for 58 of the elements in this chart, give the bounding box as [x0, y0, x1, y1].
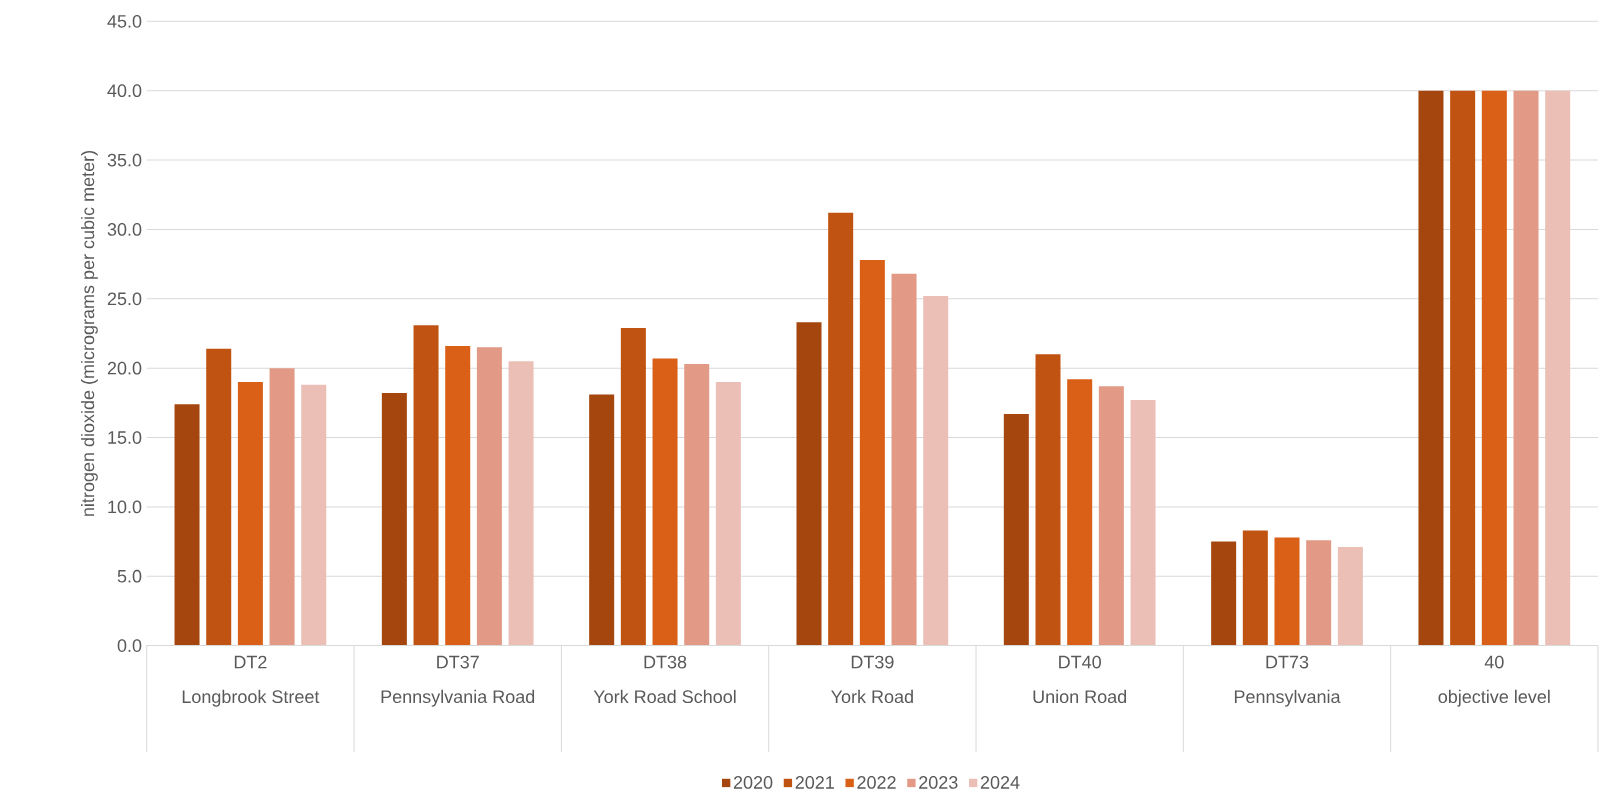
- y-tick-label: 25.0: [107, 292, 142, 305]
- bar: [684, 363, 710, 646]
- y-tick-label: 45.0: [107, 14, 142, 28]
- y-tick-label: 30.0: [107, 222, 142, 236]
- legend-label: 2023: [919, 775, 958, 789]
- y-tick-label: 20.0: [107, 361, 142, 375]
- x-tick-label: DT40 Union Road: [1033, 655, 1127, 703]
- bar: [476, 347, 502, 646]
- bar: [269, 368, 295, 646]
- bar: [1545, 90, 1571, 646]
- x-tick-label: DT38 York Road School: [593, 655, 736, 703]
- bar: [1242, 530, 1268, 646]
- bar: [1306, 540, 1332, 646]
- bar: [237, 381, 263, 646]
- bar: [828, 212, 854, 646]
- bar: [796, 322, 822, 646]
- y-tick-label: 10.0: [108, 500, 142, 514]
- bar: [1003, 413, 1029, 646]
- y-axis-title: nitrogen dioxide (micrograms per cubic meter): [81, 150, 98, 516]
- bar: [620, 327, 646, 646]
- x-tick-label: 40 objective level: [1438, 655, 1550, 707]
- bar: [445, 345, 471, 646]
- bar: [508, 361, 534, 646]
- x-tick-label: DT73 Pennsylvania: [1234, 655, 1341, 707]
- bar: [1418, 90, 1444, 646]
- bar: [1481, 90, 1507, 646]
- bar: [1130, 399, 1156, 646]
- bar: [1098, 386, 1124, 646]
- y-tick-label: 35.0: [107, 153, 142, 167]
- legend-label: 2024: [980, 775, 1020, 789]
- y-tick-label: 5.0: [117, 569, 142, 583]
- legend-label: 2021: [795, 775, 834, 789]
- bar: [1274, 537, 1300, 646]
- bar: [1035, 354, 1061, 646]
- bar: [652, 358, 678, 646]
- legend-label: 2022: [857, 775, 896, 789]
- y-tick-label: 0.0: [117, 639, 142, 652]
- y-tick-label: 40.0: [107, 84, 142, 97]
- bar: [174, 404, 200, 646]
- bar: [381, 392, 407, 646]
- bar: [1211, 541, 1237, 646]
- bar: [1337, 546, 1363, 646]
- bar: [715, 381, 741, 646]
- bar: [301, 384, 327, 646]
- legend-label: 2020: [733, 775, 773, 789]
- bar: [1067, 379, 1093, 646]
- bar: [891, 273, 917, 646]
- bar: [923, 295, 949, 646]
- x-tick-label: DT39 York Road: [831, 655, 913, 703]
- bar: [1450, 90, 1476, 646]
- y-tick-label: 15.0: [108, 430, 142, 444]
- bar: [413, 324, 439, 646]
- x-tick-label: DT37 Pennsylvania Road: [381, 655, 535, 707]
- bar: [859, 259, 885, 646]
- bar: [1513, 90, 1539, 646]
- bar: [206, 348, 232, 646]
- bar: [589, 394, 615, 646]
- category-label: DT2 Longbrook Street: [182, 655, 320, 707]
